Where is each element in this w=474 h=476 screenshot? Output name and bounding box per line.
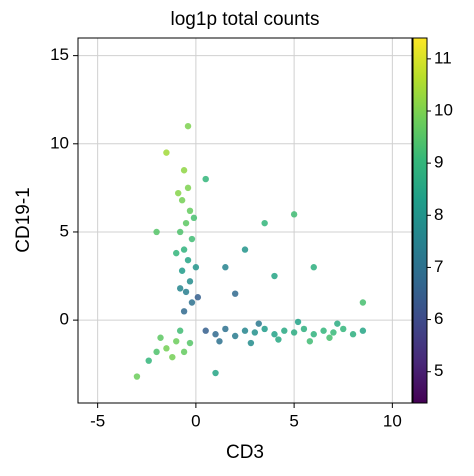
point — [184, 256, 192, 264]
point — [180, 167, 188, 174]
y-tick-label: 10 — [50, 133, 69, 152]
point — [176, 327, 184, 334]
point — [300, 325, 308, 333]
colorbar-tick-label: 7 — [434, 257, 443, 276]
point — [153, 228, 160, 236]
point — [133, 373, 141, 380]
point — [145, 357, 152, 364]
y-tick-label: 5 — [60, 221, 69, 240]
point — [188, 299, 196, 306]
colorbar-tick-label: 6 — [434, 309, 443, 328]
point — [241, 327, 249, 334]
point — [330, 329, 337, 336]
colorbar-tick-label: 10 — [434, 100, 453, 119]
point — [359, 299, 367, 306]
point — [231, 290, 239, 297]
point — [247, 339, 255, 347]
point — [261, 219, 268, 227]
x-tick-label: 5 — [289, 411, 298, 430]
point — [180, 246, 188, 253]
point — [340, 325, 347, 333]
point — [310, 264, 317, 271]
colorbar-tick-label: 5 — [434, 361, 443, 380]
point — [212, 369, 219, 377]
point — [173, 249, 180, 257]
point — [178, 267, 186, 274]
point — [212, 331, 219, 338]
point — [180, 308, 188, 315]
point — [186, 339, 194, 347]
chart-title: log1p total counts — [171, 9, 320, 30]
point — [188, 235, 196, 243]
point — [290, 211, 298, 218]
point — [334, 320, 341, 327]
point — [306, 338, 314, 345]
point — [271, 272, 278, 280]
x-tick-label: 0 — [191, 411, 200, 430]
point — [216, 338, 223, 345]
point — [241, 246, 249, 253]
point — [190, 214, 198, 222]
point — [186, 278, 194, 285]
point — [178, 197, 186, 204]
point — [281, 327, 288, 334]
point — [326, 334, 333, 341]
point — [222, 325, 229, 333]
point — [231, 332, 239, 340]
point — [163, 149, 170, 156]
point — [176, 228, 184, 236]
y-axis-label: CD19-1 — [13, 187, 34, 252]
point — [182, 288, 190, 296]
point — [320, 327, 327, 334]
colorbar-tick-label: 11 — [434, 48, 452, 67]
point — [192, 264, 200, 271]
point — [310, 331, 317, 338]
point — [349, 331, 357, 338]
point — [202, 175, 209, 183]
x-axis-label: CD3 — [226, 442, 264, 463]
point — [175, 189, 182, 197]
point — [176, 285, 184, 292]
y-tick-label: 15 — [50, 45, 69, 64]
point — [184, 122, 192, 130]
point — [153, 348, 160, 356]
plot-frame — [77, 37, 413, 404]
point — [290, 329, 298, 336]
point — [157, 334, 164, 341]
point — [184, 184, 192, 192]
point — [261, 325, 268, 333]
x-tick-label: 10 — [383, 411, 402, 430]
point — [180, 348, 188, 356]
point — [255, 320, 262, 327]
colorbar-tick-label: 9 — [434, 153, 443, 172]
point — [173, 338, 180, 345]
y-tick-label: 0 — [60, 310, 69, 329]
point — [251, 329, 259, 336]
colorbar-tick-label: 8 — [434, 205, 443, 224]
point — [169, 353, 176, 361]
point — [294, 318, 302, 326]
point — [194, 294, 202, 301]
point — [271, 331, 278, 338]
point — [186, 207, 194, 215]
point — [222, 264, 229, 271]
point — [275, 336, 282, 343]
x-tick-label: -5 — [90, 411, 105, 430]
point — [202, 327, 209, 334]
point — [163, 345, 170, 352]
point — [182, 219, 190, 227]
colorbar — [412, 37, 428, 404]
point — [359, 327, 367, 334]
